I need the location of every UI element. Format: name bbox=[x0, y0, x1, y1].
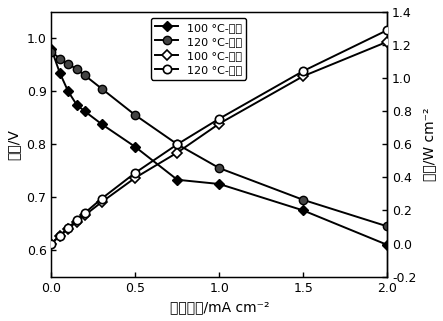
120 °C-功率 bbox=[82, 211, 88, 215]
100 °C-电压 bbox=[175, 178, 180, 182]
100 °C-功率 bbox=[57, 234, 62, 238]
Y-axis label: 电压/V: 电压/V bbox=[7, 129, 21, 160]
120 °C-电压 bbox=[66, 62, 71, 66]
X-axis label: 电流密度/mA cm⁻²: 电流密度/mA cm⁻² bbox=[170, 300, 269, 314]
120 °C-电压 bbox=[175, 143, 180, 146]
120 °C-电压 bbox=[74, 67, 79, 71]
100 °C-电压 bbox=[217, 182, 222, 186]
100 °C-电压 bbox=[385, 243, 390, 247]
100 °C-电压 bbox=[66, 90, 71, 93]
120 °C-电压 bbox=[385, 224, 390, 228]
100 °C-电压 bbox=[301, 209, 306, 213]
Line: 120 °C-电压: 120 °C-电压 bbox=[47, 48, 392, 230]
120 °C-电压 bbox=[301, 198, 306, 202]
120 °C-电压 bbox=[49, 50, 54, 54]
Legend: 100 °C-电压, 120 °C-电压, 100 °C-功率, 120 °C-功率: 100 °C-电压, 120 °C-电压, 100 °C-功率, 120 °C-… bbox=[151, 18, 246, 80]
120 °C-功率 bbox=[99, 197, 105, 201]
120 °C-功率 bbox=[175, 143, 180, 146]
100 °C-功率 bbox=[82, 213, 88, 217]
100 °C-功率 bbox=[385, 40, 390, 44]
100 °C-功率 bbox=[301, 74, 306, 78]
120 °C-电压 bbox=[99, 87, 105, 91]
120 °C-电压 bbox=[217, 166, 222, 170]
100 °C-电压 bbox=[82, 109, 88, 113]
Line: 100 °C-功率: 100 °C-功率 bbox=[47, 38, 391, 247]
100 °C-电压 bbox=[49, 47, 54, 51]
120 °C-功率 bbox=[57, 234, 62, 238]
100 °C-功率 bbox=[133, 176, 138, 180]
120 °C-电压 bbox=[57, 56, 62, 60]
120 °C-电压 bbox=[133, 113, 138, 117]
100 °C-电压 bbox=[74, 103, 79, 107]
100 °C-功率 bbox=[49, 242, 54, 246]
Line: 120 °C-功率: 120 °C-功率 bbox=[47, 26, 392, 248]
120 °C-功率 bbox=[133, 171, 138, 175]
120 °C-功率 bbox=[66, 226, 71, 230]
100 °C-功率 bbox=[66, 227, 71, 230]
100 °C-功率 bbox=[217, 122, 222, 126]
120 °C-功率 bbox=[49, 242, 54, 246]
120 °C-功率 bbox=[217, 117, 222, 121]
120 °C-功率 bbox=[301, 69, 306, 73]
120 °C-功率 bbox=[385, 28, 390, 32]
Line: 100 °C-电压: 100 °C-电压 bbox=[47, 45, 391, 249]
Y-axis label: 功率/W cm⁻²: 功率/W cm⁻² bbox=[422, 108, 436, 181]
100 °C-功率 bbox=[74, 220, 79, 224]
100 °C-电压 bbox=[133, 145, 138, 149]
120 °C-功率 bbox=[74, 218, 79, 222]
100 °C-功率 bbox=[175, 151, 180, 154]
100 °C-功率 bbox=[99, 200, 105, 204]
100 °C-电压 bbox=[99, 122, 105, 126]
100 °C-电压 bbox=[57, 71, 62, 75]
120 °C-电压 bbox=[82, 74, 88, 77]
